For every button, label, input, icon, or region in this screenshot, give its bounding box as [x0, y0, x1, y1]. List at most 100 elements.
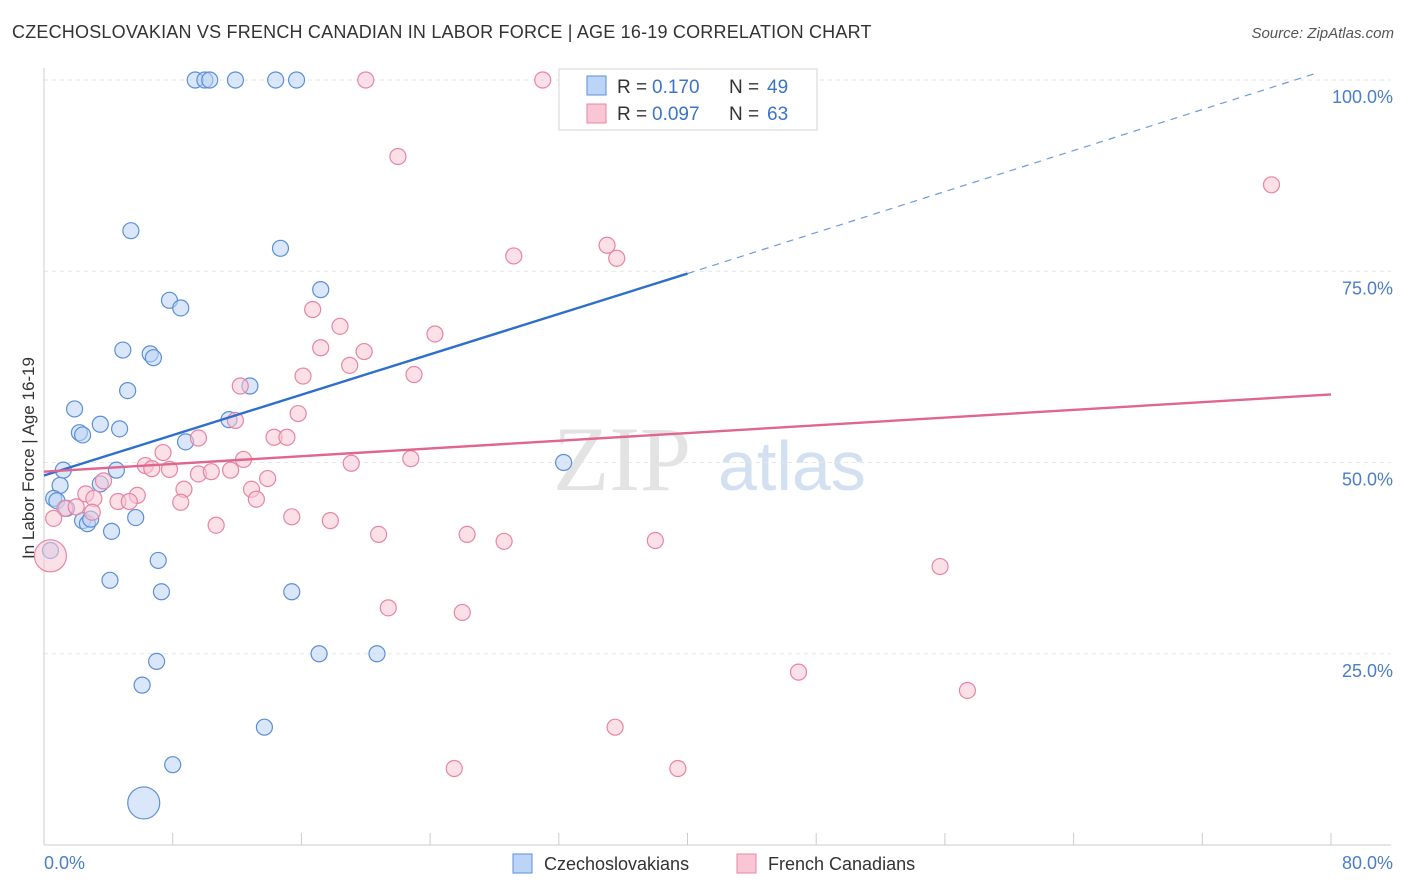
data-point	[312, 281, 330, 299]
data-point	[172, 493, 190, 511]
legend-n-label-pink: N =	[729, 104, 759, 125]
trend-line-extension-czechoslovakians	[687, 71, 1320, 275]
trend-line-czechoslovakians	[43, 272, 688, 477]
chart-title: CZECHOSLOVAKIAN VS FRENCH CANADIAN IN LA…	[12, 22, 872, 42]
y-tick-label: 25.0%	[1342, 661, 1393, 681]
data-point	[94, 472, 113, 490]
y-axis-label: In Labor Force | Age 16-19	[19, 357, 38, 559]
data-point	[122, 222, 140, 240]
data-point	[669, 759, 687, 778]
data-point	[289, 404, 307, 423]
bottom-legend-swatch-blue	[512, 853, 533, 874]
data-point	[152, 583, 171, 601]
data-point	[189, 429, 208, 447]
watermark-zip: ZIP	[553, 408, 691, 510]
axes	[43, 68, 1391, 846]
data-point	[389, 147, 407, 166]
data-point	[331, 317, 349, 335]
data-point	[426, 325, 444, 343]
y-tick-label: 50.0%	[1342, 470, 1393, 490]
y-tick-label: 75.0%	[1342, 278, 1393, 298]
data-point	[341, 356, 359, 374]
data-point	[154, 443, 172, 462]
data-point	[127, 786, 161, 820]
data-point	[646, 531, 664, 550]
trend-lines	[43, 71, 1332, 477]
data-point	[172, 299, 190, 317]
data-point	[608, 249, 626, 267]
bottom-legend-label-pink: French Canadians	[768, 854, 915, 874]
data-point	[405, 365, 423, 384]
data-point	[107, 461, 125, 479]
data-point	[267, 71, 285, 89]
y-tick-label: 100.0%	[1332, 87, 1393, 107]
data-point	[202, 463, 220, 481]
legend-r-value-blue: 0.170	[652, 77, 700, 98]
data-point	[120, 492, 138, 511]
watermark-atlas: atlas	[718, 427, 866, 505]
data-point	[101, 571, 119, 589]
data-point	[201, 71, 219, 89]
data-point	[45, 509, 63, 527]
data-point	[283, 508, 301, 526]
data-point	[368, 645, 386, 663]
data-point	[458, 525, 476, 544]
data-point	[789, 663, 808, 681]
data-point	[127, 508, 145, 527]
legend-n-label-blue: N =	[729, 77, 759, 98]
legend-r-label-pink: R =	[617, 104, 647, 125]
tick-labels: 100.0% 75.0% 50.0% 25.0% 0.0% 80.0%	[44, 87, 1393, 873]
data-point	[207, 516, 225, 534]
source-label: Source: ZipAtlas.com	[1251, 25, 1394, 42]
data-point	[143, 460, 161, 478]
data-point	[379, 599, 397, 617]
data-point	[598, 236, 616, 254]
data-point	[149, 551, 167, 570]
data-point	[271, 239, 290, 257]
data-point	[534, 71, 552, 89]
trend-line-french-canadians	[43, 393, 1332, 473]
data-point	[958, 681, 977, 700]
data-point	[310, 645, 328, 663]
data-point	[74, 426, 92, 444]
x-tick-label: 0.0%	[44, 853, 85, 873]
data-point	[606, 718, 624, 736]
data-point	[164, 756, 182, 774]
data-point	[1262, 176, 1281, 194]
data-point	[278, 428, 296, 446]
legend-swatch-pink	[586, 103, 607, 124]
legend-r-label-blue: R =	[617, 77, 647, 98]
data-point	[355, 342, 373, 361]
data-point	[144, 349, 162, 367]
data-point	[83, 503, 101, 521]
series-legend: Czechoslovakians French Canadians	[512, 853, 915, 874]
data-point	[111, 420, 129, 438]
data-point	[505, 247, 523, 265]
legend-n-value-pink: 63	[767, 104, 788, 125]
data-point	[247, 490, 265, 508]
data-point	[312, 339, 330, 357]
data-point	[357, 71, 375, 89]
data-point	[65, 400, 84, 418]
data-point	[67, 498, 85, 516]
data-point	[304, 300, 322, 319]
data-point	[226, 71, 245, 89]
bottom-legend-label-blue: Czechoslovakians	[544, 854, 689, 874]
x-tick-label: 80.0%	[1342, 853, 1393, 873]
correlation-legend: R = 0.170 N = 49 R = 0.097 N = 63	[558, 68, 818, 131]
bottom-legend-swatch-pink	[736, 853, 757, 874]
data-point	[148, 652, 166, 671]
data-point	[114, 341, 132, 359]
data-point	[133, 676, 151, 694]
data-point	[283, 583, 301, 601]
data-point	[555, 453, 573, 472]
data-point	[495, 532, 513, 550]
legend-n-value-blue: 49	[767, 77, 788, 98]
data-point	[402, 450, 420, 468]
gridlines	[44, 79, 1391, 655]
data-point	[231, 377, 249, 395]
data-point	[370, 525, 388, 544]
legend-r-value-pink: 0.097	[652, 104, 700, 125]
data-point	[453, 603, 471, 622]
